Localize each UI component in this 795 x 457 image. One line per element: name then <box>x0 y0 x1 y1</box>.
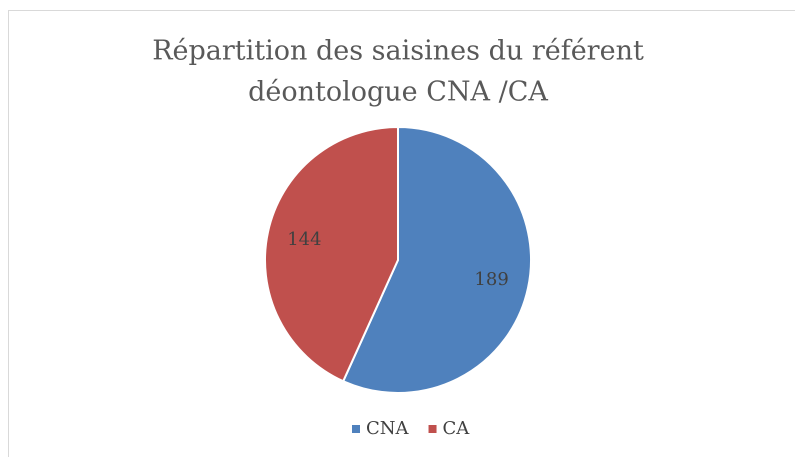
chart-title: Répartition des saisines du référent <box>152 36 644 67</box>
data-label: 144 <box>287 229 321 250</box>
legend-label: CA <box>443 418 471 439</box>
pie-slice <box>341 125 532 394</box>
pie-slice <box>264 125 399 383</box>
legend-swatch <box>428 425 437 433</box>
legend-swatch <box>352 425 360 433</box>
legend-label: CNA <box>366 418 410 439</box>
chart-title: déontologue CNA /CA <box>248 77 548 108</box>
data-label: 189 <box>474 269 508 290</box>
